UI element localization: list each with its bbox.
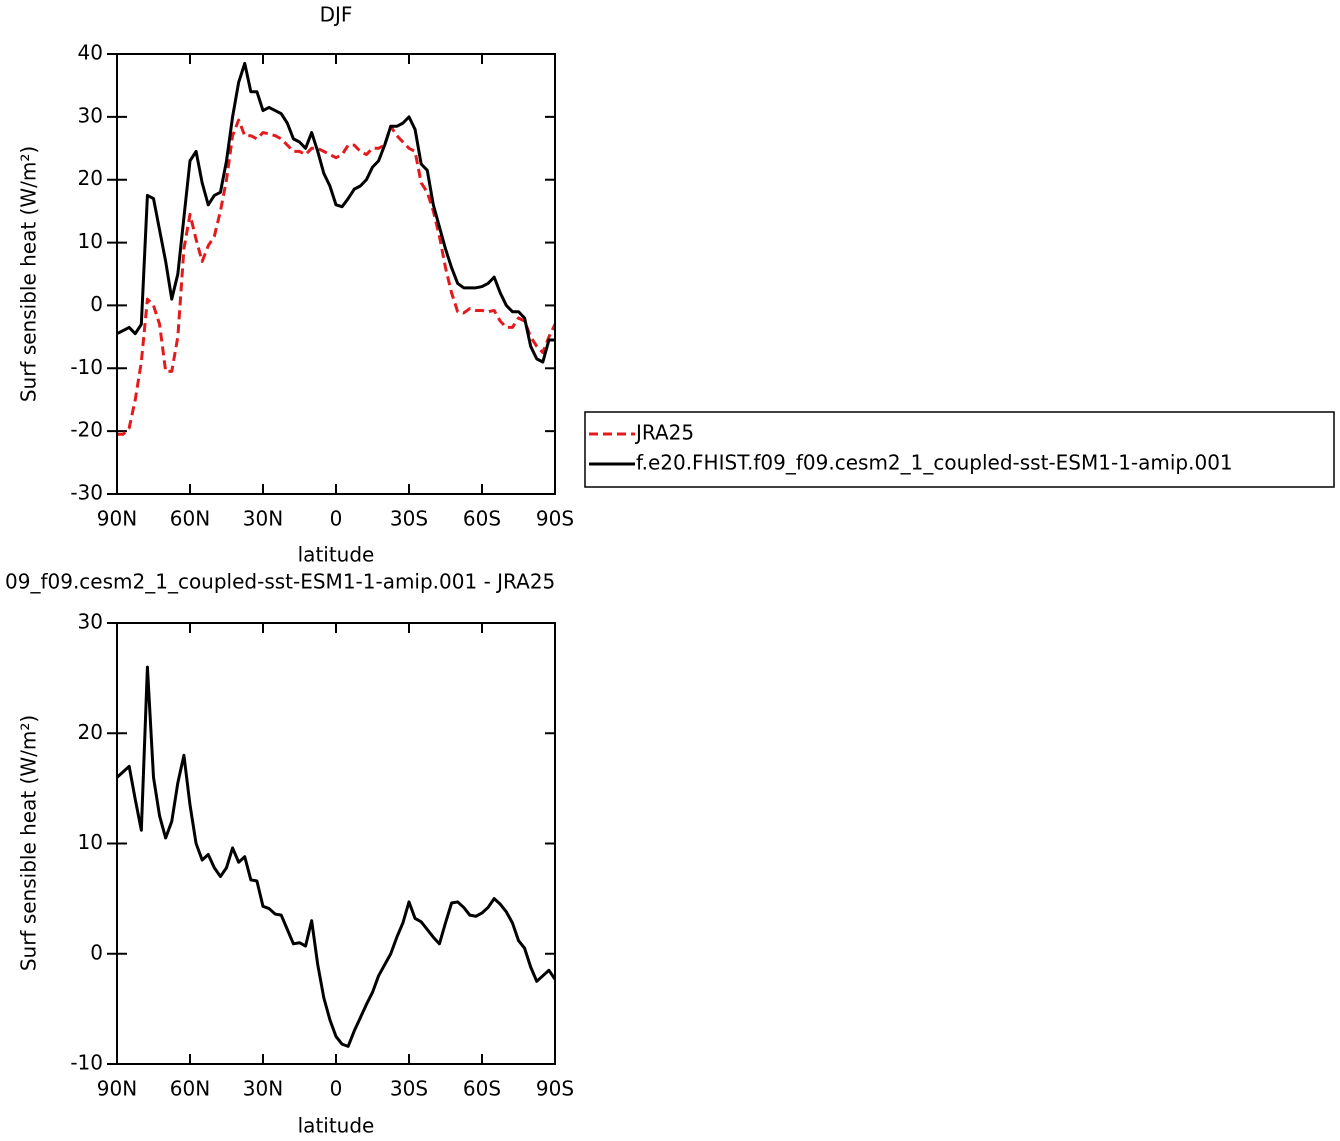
chart-title: 09_f09.cesm2_1_coupled-sst-ESM1-1-amip.0… — [5, 570, 555, 594]
legend-box — [584, 411, 1335, 488]
x-tick-label: 60N — [170, 507, 210, 531]
y-tick-label: 0 — [90, 292, 103, 316]
y-tick-label: -30 — [70, 481, 103, 505]
plot-frame — [116, 53, 556, 495]
series-line — [115, 665, 557, 1048]
x-axis-label: latitude — [298, 543, 375, 567]
y-tick-label: -10 — [70, 1051, 103, 1075]
x-tick-label: 90S — [536, 507, 574, 531]
y-tick-label: 10 — [78, 830, 103, 854]
x-tick-label: 30S — [390, 507, 428, 531]
y-tick-label: 20 — [78, 166, 103, 190]
x-tick-label: 30S — [390, 1077, 428, 1101]
x-tick-label: 60S — [463, 507, 501, 531]
x-tick-label: 90N — [97, 507, 137, 531]
chart-title: DJF — [320, 3, 353, 27]
y-axis-label: Surf sensible heat (W/m²) — [17, 715, 41, 971]
y-tick-label: -10 — [70, 355, 103, 379]
x-axis-label: latitude — [298, 1114, 375, 1138]
y-tick-label: 10 — [78, 229, 103, 253]
series-line — [116, 61, 555, 364]
x-tick-label: 90S — [536, 1077, 574, 1101]
y-tick-label: 30 — [78, 610, 103, 634]
plot-frame — [116, 622, 556, 1065]
x-tick-label: 90N — [97, 1077, 137, 1101]
x-tick-label: 60N — [170, 1077, 210, 1101]
legend-label: f.e20.FHIST.f09_f09.cesm2_1_coupled-sst-… — [636, 451, 1233, 475]
y-tick-label: 20 — [78, 720, 103, 744]
x-tick-label: 30N — [243, 1077, 283, 1101]
y-tick-label: 30 — [78, 103, 103, 127]
x-tick-label: 0 — [330, 507, 343, 531]
legend-label: JRA25 — [634, 421, 694, 445]
x-tick-label: 30N — [243, 507, 283, 531]
y-tick-label: 0 — [90, 940, 103, 964]
x-tick-label: 60S — [463, 1077, 501, 1101]
series-line — [117, 118, 557, 436]
y-tick-label: 40 — [78, 41, 103, 65]
x-tick-label: 0 — [330, 1077, 343, 1101]
y-axis-label: Surf sensible heat (W/m²) — [17, 146, 41, 402]
y-tick-label: -20 — [70, 418, 103, 442]
